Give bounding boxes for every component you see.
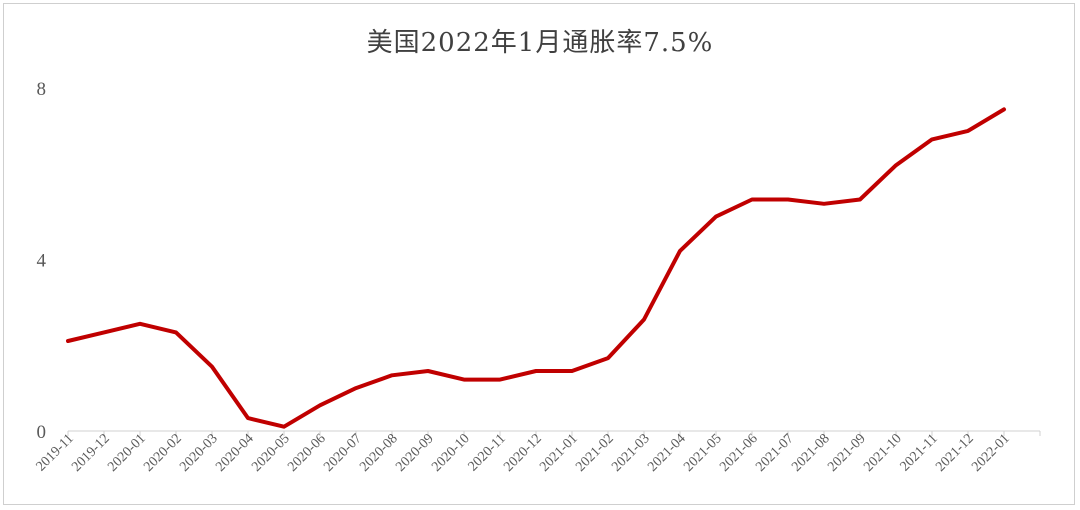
- data-point-2020-04: [246, 416, 250, 420]
- x-tick-label-2021-09: 2021-09: [825, 431, 869, 475]
- chart-title: 美国2022年1月通胀率7.5%: [366, 28, 714, 58]
- data-point-2019-11: [66, 339, 70, 343]
- x-tick-label-2021-12: 2021-12: [933, 431, 977, 475]
- x-tick-label-2020-06: 2020-06: [285, 431, 329, 475]
- data-point-2020-09: [426, 369, 430, 373]
- x-tick-label-2021-03: 2021-03: [609, 431, 653, 475]
- x-axis-tick-marks: [67, 431, 1041, 436]
- x-tick-label-2020-07: 2020-07: [321, 431, 365, 475]
- y-tick-label-8: 8: [37, 79, 47, 100]
- x-tick-label-2020-04: 2020-04: [213, 431, 257, 475]
- x-tick-label-2020-01: 2020-01: [105, 431, 149, 475]
- data-point-2021-06: [750, 197, 754, 201]
- data-point-2020-11: [498, 378, 502, 382]
- x-tick-label-2020-10: 2020-10: [429, 431, 473, 475]
- data-point-2020-10: [462, 378, 466, 382]
- x-axis-tick-labels: 2019-112019-122020-012020-022020-032020-…: [34, 431, 1013, 475]
- x-tick-label-2021-01: 2021-01: [537, 431, 581, 475]
- x-tick-label-2021-04: 2021-04: [645, 431, 689, 475]
- data-point-2021-09: [858, 197, 862, 201]
- data-point-2020-06: [318, 403, 322, 407]
- data-point-2020-02: [174, 330, 178, 334]
- x-tick-label-2021-02: 2021-02: [573, 431, 617, 475]
- x-tick-label-2021-05: 2021-05: [681, 431, 725, 475]
- x-tick-label-2020-12: 2020-12: [501, 431, 545, 475]
- chart-frame: [3, 3, 1075, 505]
- x-tick-label-2021-11: 2021-11: [898, 431, 941, 474]
- data-point-2021-12: [966, 129, 970, 133]
- data-point-2020-03: [210, 365, 214, 369]
- series-group: [66, 107, 1006, 429]
- data-point-2021-11: [930, 137, 934, 141]
- y-axis-ticks: 0 4 8: [37, 79, 47, 443]
- x-tick-label-2019-12: 2019-12: [69, 431, 113, 475]
- x-tick-label-2021-10: 2021-10: [861, 431, 905, 475]
- data-point-2021-04: [678, 249, 682, 253]
- y-tick-label-0: 0: [37, 422, 47, 443]
- data-point-2020-07: [354, 386, 358, 390]
- x-tick-label-2021-08: 2021-08: [789, 431, 833, 475]
- x-tick-label-2020-08: 2020-08: [357, 431, 401, 475]
- x-tick-label-2021-06: 2021-06: [717, 431, 761, 475]
- y-tick-label-4: 4: [37, 251, 47, 272]
- x-tick-label-2020-03: 2020-03: [177, 431, 221, 475]
- data-point-2019-12: [102, 330, 106, 334]
- x-tick-label-2020-05: 2020-05: [249, 431, 293, 475]
- data-point-2020-01: [138, 322, 142, 326]
- x-tick-label-2021-07: 2021-07: [753, 431, 797, 475]
- data-point-2021-10: [894, 163, 898, 167]
- data-point-2022-01: [1002, 107, 1006, 111]
- data-point-2021-01: [570, 369, 574, 373]
- x-tick-label-2022-01: 2022-01: [969, 431, 1013, 475]
- data-point-2020-05: [282, 425, 286, 429]
- data-point-2020-08: [390, 373, 394, 377]
- data-point-2021-02: [606, 356, 610, 360]
- data-point-2021-05: [714, 215, 718, 219]
- data-point-2021-07: [786, 197, 790, 201]
- x-tick-label-2020-09: 2020-09: [393, 431, 437, 475]
- data-point-2021-03: [642, 318, 646, 322]
- data-point-2020-12: [534, 369, 538, 373]
- x-tick-label-2020-02: 2020-02: [141, 431, 185, 475]
- data-point-2021-08: [822, 202, 826, 206]
- inflation-rate-line: [66, 107, 1006, 429]
- x-tick-label-2020-11: 2020-11: [466, 431, 509, 474]
